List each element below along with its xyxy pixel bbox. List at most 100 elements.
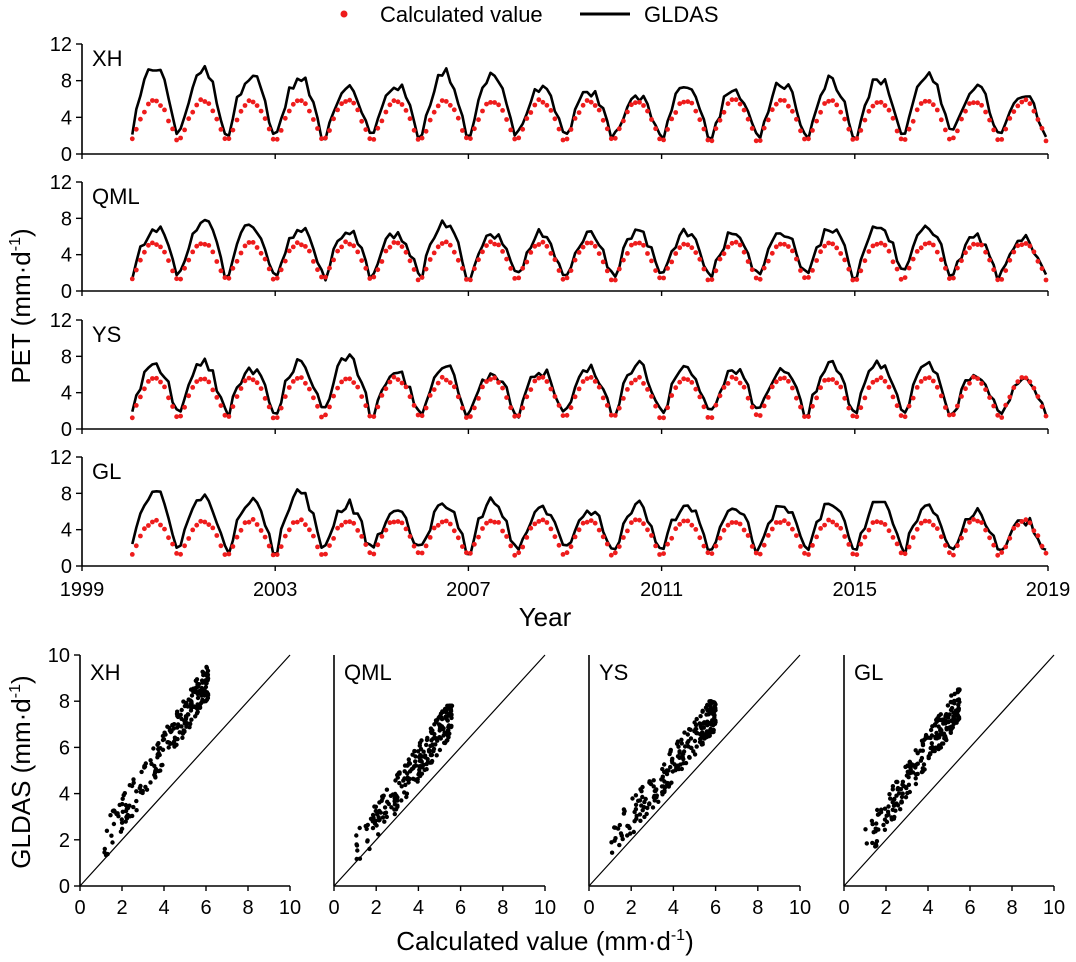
calculated-point xyxy=(311,117,316,122)
calculated-point xyxy=(798,404,803,410)
calculated-point xyxy=(604,126,610,132)
calculated-point xyxy=(894,128,900,134)
calculated-point xyxy=(560,276,566,282)
scatter-point xyxy=(204,664,209,670)
scatter-point xyxy=(908,770,913,776)
calculated-point xyxy=(238,250,244,256)
calculated-point xyxy=(182,265,188,271)
scatter-x-tick-label: 10 xyxy=(789,897,811,919)
scatter-point xyxy=(692,738,698,744)
calculated-point xyxy=(548,251,554,256)
calculated-point xyxy=(435,380,441,386)
calculated-point xyxy=(572,534,578,540)
calculated-point xyxy=(749,125,755,131)
calculated-point xyxy=(633,517,638,523)
scatter-point xyxy=(386,801,391,807)
calculated-point xyxy=(814,118,819,124)
calculated-point xyxy=(1035,117,1041,122)
calculated-point xyxy=(673,251,679,256)
scatter-point xyxy=(205,691,211,697)
calculated-point xyxy=(512,276,518,281)
calculated-point xyxy=(633,377,638,383)
scatter-point xyxy=(193,688,199,694)
calculated-point xyxy=(830,241,836,247)
calculated-point xyxy=(681,99,687,105)
calculated-point xyxy=(592,103,598,108)
calculated-point xyxy=(367,413,373,419)
scatter-panel-label: GL xyxy=(854,660,883,685)
scatter-point xyxy=(403,782,408,788)
calculated-point xyxy=(677,379,683,385)
calculated-point xyxy=(874,241,880,247)
scatter-point xyxy=(634,813,639,818)
scatter-point xyxy=(419,759,424,764)
scatter-x-tick-label: 6 xyxy=(200,897,211,919)
gldas-series-line xyxy=(131,64,1048,141)
calculated-point xyxy=(282,258,288,264)
scatter-point xyxy=(930,724,935,729)
calculated-point xyxy=(210,108,216,114)
calculated-point xyxy=(930,102,936,108)
calculated-point xyxy=(653,543,658,549)
calculated-point xyxy=(431,109,437,115)
calculated-point xyxy=(206,522,212,527)
calculated-point xyxy=(234,534,240,540)
calculated-point xyxy=(717,393,723,399)
calculated-point xyxy=(138,257,143,263)
calculated-point xyxy=(484,520,489,526)
calculated-point xyxy=(423,128,429,134)
calculated-point xyxy=(443,518,449,524)
calculated-point xyxy=(186,116,192,122)
calculated-point xyxy=(142,109,147,115)
scatter-point xyxy=(881,822,886,828)
scatter-y-tick-label: 10 xyxy=(48,645,70,667)
scatter-point xyxy=(117,802,122,808)
calculated-point xyxy=(629,102,634,108)
calculated-point xyxy=(1043,413,1049,419)
scatter-point xyxy=(645,805,650,811)
calculated-point xyxy=(158,103,163,108)
scatter-point xyxy=(888,796,893,801)
scatter-point xyxy=(401,778,406,783)
calculated-point xyxy=(794,395,799,401)
calculated-point xyxy=(761,125,767,131)
scatter-point xyxy=(395,804,400,809)
ts-y-tick-label: 4 xyxy=(61,383,72,405)
legend-gldas-label: GLDAS xyxy=(644,2,719,27)
calculated-point xyxy=(399,102,405,107)
calculated-point xyxy=(186,393,192,399)
calculated-point xyxy=(258,108,264,114)
scatter-point xyxy=(179,716,184,722)
scatter-point xyxy=(182,728,187,734)
calculated-point xyxy=(1023,241,1029,246)
scatter-point xyxy=(189,693,195,698)
calculated-point xyxy=(914,249,920,254)
calculated-point xyxy=(858,541,864,547)
calculated-point xyxy=(608,277,614,283)
calculated-point xyxy=(206,379,212,385)
scatter-x-tick-label: 2 xyxy=(626,897,637,919)
calculated-point xyxy=(351,243,357,249)
calculated-point xyxy=(504,395,509,400)
calculated-point xyxy=(508,543,514,549)
scatter-y-tick-label: 6 xyxy=(59,737,70,759)
calculated-point xyxy=(902,137,908,142)
scatter-point xyxy=(179,707,184,713)
calculated-point xyxy=(178,135,184,141)
calculated-point xyxy=(951,135,956,141)
calculated-point xyxy=(327,128,332,133)
calculated-point xyxy=(496,520,501,525)
calculated-point xyxy=(588,518,594,523)
scatter-point xyxy=(618,831,624,836)
calculated-point xyxy=(878,375,884,381)
scatter-point xyxy=(204,671,210,676)
calculated-point xyxy=(705,277,711,283)
calculated-point xyxy=(443,377,449,383)
calculated-point xyxy=(476,257,481,263)
calculated-point xyxy=(218,268,224,274)
calculated-point xyxy=(323,274,328,280)
calculated-point xyxy=(745,116,751,122)
calculated-point xyxy=(532,243,538,249)
scatter-point xyxy=(936,724,941,729)
scatter-point xyxy=(157,752,162,758)
